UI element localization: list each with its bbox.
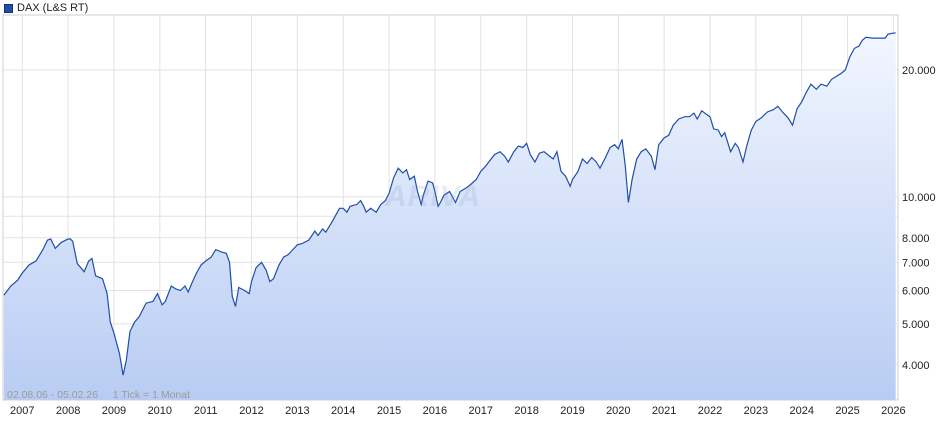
area-fill — [3, 32, 896, 401]
x-axis-labels: 2007 2008 2009 2010 2011 2012 2013 2014 2015 2016… — [10, 405, 906, 417]
x-tick-label: 2024 — [789, 405, 813, 417]
x-tick-label: 2017 — [469, 405, 493, 417]
x-tick-label: 2011 — [194, 405, 218, 417]
legend: DAX (L&S RT) — [4, 1, 88, 15]
x-tick-label: 2007 — [10, 405, 34, 417]
x-tick-label: 2016 — [423, 405, 447, 417]
x-tick-label: 2023 — [744, 405, 768, 417]
tick-text: 1 Tick = 1 Monat — [112, 389, 191, 401]
y-axis-labels: 4.000 5.000 6.000 7.000 8.000 10.000 20.000 — [902, 65, 936, 372]
series-line — [3, 32, 896, 376]
x-tick-label: 2019 — [560, 405, 584, 417]
y-tick-label: 20.000 — [902, 65, 936, 77]
y-tick-label: 5.000 — [902, 319, 930, 331]
x-tick-label: 2022 — [698, 405, 722, 417]
y-tick-label: 7.000 — [902, 257, 930, 269]
x-tick-label: 2008 — [56, 405, 80, 417]
legend-label: DAX (L&S RT) — [17, 2, 89, 14]
x-tick-label: 2014 — [331, 405, 355, 417]
x-tick-label: 2009 — [102, 405, 126, 417]
x-tick-label: 2018 — [514, 405, 538, 417]
x-tick-label: 2025 — [835, 405, 859, 417]
x-tick-label: 2015 — [377, 405, 401, 417]
x-tick-label: 2020 — [606, 405, 630, 417]
y-tick-label: 8.000 — [902, 233, 930, 245]
legend-swatch — [4, 3, 13, 13]
x-tick-label: 2026 — [881, 405, 905, 417]
y-tick-label: 6.000 — [902, 285, 930, 297]
y-tick-label: 10.000 — [902, 192, 936, 204]
y-tick-label: 4.000 — [902, 360, 930, 372]
watermark: ARIVA — [385, 180, 482, 213]
range-text: 02.08.06 - 05.02.26 — [7, 389, 99, 401]
x-tick-label: 2021 — [652, 405, 676, 417]
range-separator — [101, 389, 110, 401]
x-tick-label: 2010 — [148, 405, 172, 417]
range-note: 02.08.06 - 05.02.26 1 Tick = 1 Monat — [7, 389, 190, 401]
x-tick-label: 2013 — [285, 405, 309, 417]
x-tick-label: 2012 — [239, 405, 263, 417]
